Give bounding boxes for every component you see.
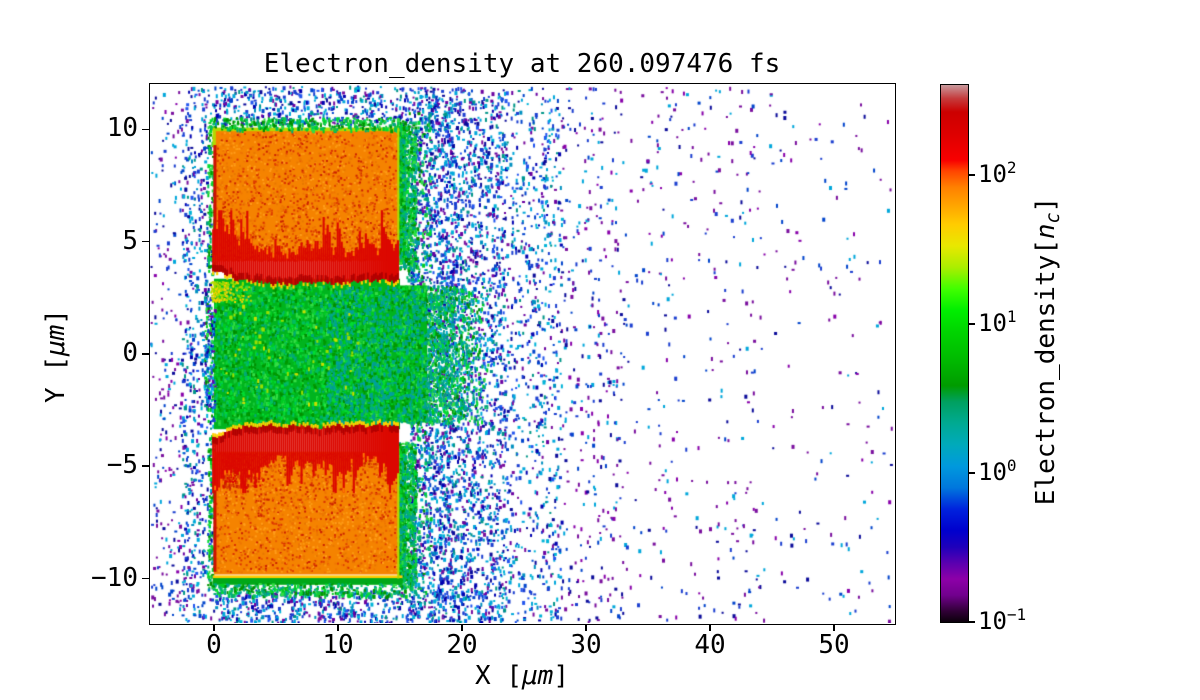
- colorbar-tick-exponent: 2: [1006, 157, 1017, 177]
- density-map-canvas: [150, 84, 894, 623]
- x-tick-label: 0: [206, 630, 222, 660]
- y-tick-label: 5: [122, 225, 138, 256]
- x-tick-label: 40: [694, 630, 726, 660]
- y-tick-mark: [142, 577, 149, 580]
- colorbar-tick-mark: [969, 472, 975, 474]
- y-tick-label: 0: [122, 337, 138, 368]
- colorbar: [940, 84, 969, 623]
- y-tick-label: −5: [106, 450, 138, 481]
- x-tick-label: 10: [322, 630, 354, 660]
- colorbar-tick-label: 102: [978, 157, 1017, 188]
- x-axis-label: X [μm]: [475, 661, 569, 691]
- x-tick-mark: [461, 624, 463, 631]
- plot-frame: [149, 83, 896, 625]
- colorbar-tick-label: 10−1: [978, 605, 1027, 635]
- colorbar-tick-label: 100: [978, 456, 1017, 486]
- x-tick-mark: [337, 624, 339, 631]
- plot-title: Electron_density at 260.097476 fs: [263, 49, 781, 79]
- y-tick-label: −10: [91, 562, 138, 593]
- x-tick-label: 20: [446, 630, 478, 660]
- y-tick-mark: [142, 128, 149, 131]
- y-tick-mark: [142, 353, 149, 355]
- x-tick-label: 50: [818, 630, 850, 660]
- x-tick-mark: [585, 624, 587, 631]
- x-tick-mark: [213, 624, 215, 631]
- colorbar-tick-exponent: 1: [1006, 307, 1017, 327]
- y-tick-label: 10: [106, 113, 138, 144]
- y-axis-label: Y [μm]: [41, 309, 71, 403]
- y-tick-mark: [142, 465, 149, 468]
- x-tick-label: 30: [570, 630, 602, 660]
- colorbar-tick-mark: [969, 621, 975, 623]
- colorbar-tick-exponent: 0: [1006, 456, 1017, 476]
- colorbar-tick-label: 101: [978, 307, 1017, 337]
- y-tick-mark: [142, 240, 149, 243]
- x-tick-mark: [709, 624, 711, 631]
- colorbar-tick-mark: [969, 173, 975, 176]
- x-tick-mark: [833, 624, 835, 631]
- colorbar-tick-mark: [969, 323, 975, 325]
- colorbar-tick-exponent: −1: [1006, 605, 1027, 625]
- colorbar-label: Electron_density[nc]: [1031, 196, 1064, 506]
